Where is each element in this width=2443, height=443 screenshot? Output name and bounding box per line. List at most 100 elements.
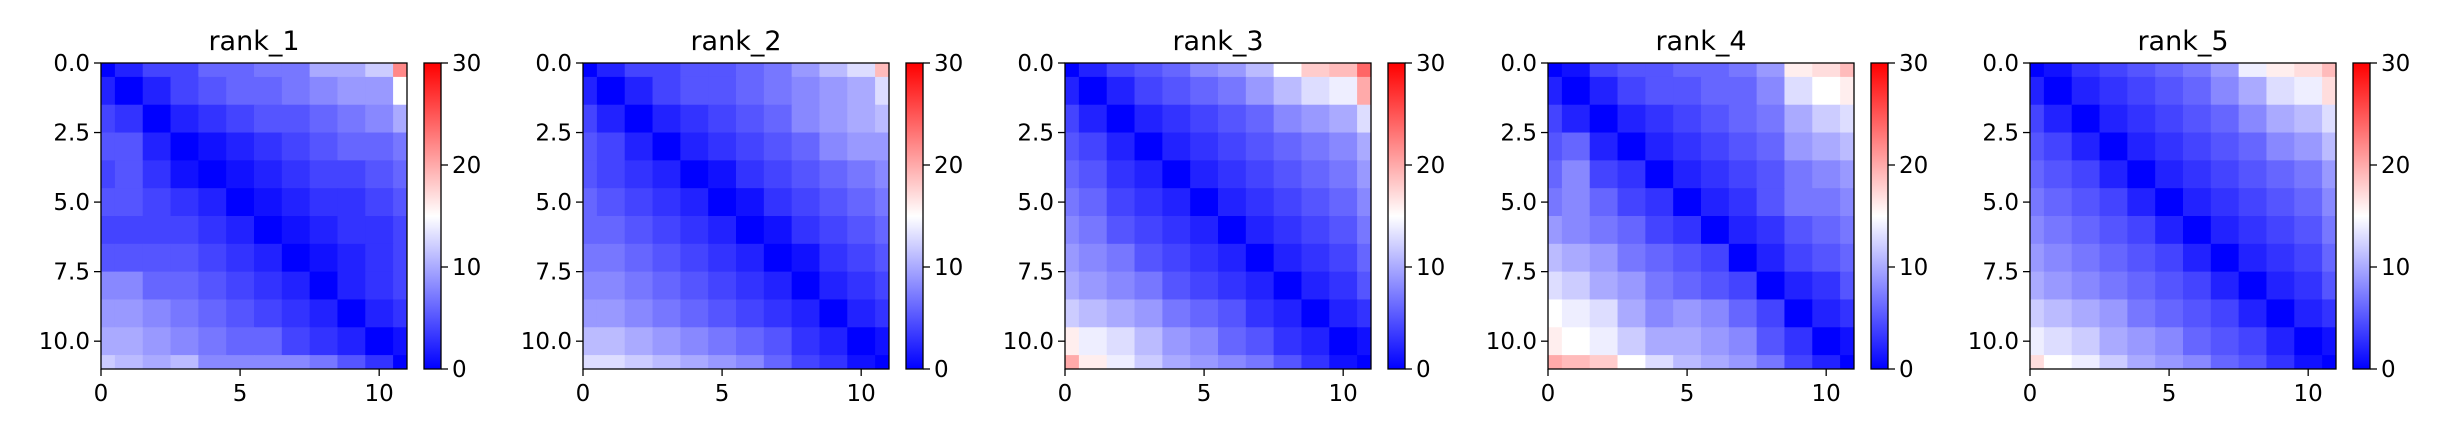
colorbar-gradient <box>1387 62 1406 370</box>
heatmap-cell <box>1245 355 1275 369</box>
heatmap-cell <box>819 104 848 134</box>
heatmap-cell <box>1701 160 1730 189</box>
y-tick-label: 7.5 <box>535 260 572 286</box>
heatmap-cell <box>1701 243 1730 273</box>
heatmap-cell <box>1106 188 1136 217</box>
heatmap-cell <box>875 132 889 161</box>
colorbar: 0 10 20 30 <box>423 51 481 383</box>
heatmap-cell <box>1617 188 1646 217</box>
heatmap-cell <box>1617 271 1646 301</box>
heatmap-cell <box>1357 63 1371 78</box>
heatmap-cell <box>2183 327 2212 356</box>
heatmap-cell <box>1357 104 1371 134</box>
heatmap-cell <box>1840 243 1854 273</box>
heatmap-cell <box>2155 63 2184 78</box>
heatmap-cell <box>281 299 311 328</box>
heatmap-cell <box>1589 299 1619 328</box>
y-tick-label: 0.0 <box>535 51 572 77</box>
heatmap-cell <box>309 243 339 273</box>
heatmap-cell <box>680 271 709 301</box>
heatmap-cell <box>1561 299 1591 328</box>
axes-frame <box>582 62 890 370</box>
heatmap-cell <box>1756 299 1786 328</box>
heatmap-cell <box>101 355 116 369</box>
heatmap-cell <box>1357 216 1371 245</box>
heatmap-cell <box>680 243 709 273</box>
x-tick-label: 10 <box>847 381 876 407</box>
heatmap-cell <box>1190 104 1219 134</box>
heatmap-cell <box>337 76 366 106</box>
colorbar: 0 10 20 30 <box>905 51 963 383</box>
heatmap-cell <box>142 188 172 217</box>
heatmap-cell <box>1812 355 1841 369</box>
heatmap-cell <box>2322 216 2336 245</box>
heatmap-cell <box>1812 327 1841 356</box>
heatmap-cell <box>583 299 598 328</box>
heatmap-cell <box>1106 160 1136 189</box>
heatmap-cell <box>2127 271 2156 301</box>
heatmap-cell <box>736 76 765 106</box>
heatmap-cell <box>1273 76 1303 106</box>
heatmap-cell <box>198 63 227 78</box>
heatmap-cell <box>624 327 654 356</box>
heatmap-cell <box>1617 355 1646 369</box>
heatmap-cell <box>2155 243 2184 273</box>
heatmap-cell <box>226 243 255 273</box>
x-tick-label: 5 <box>233 381 248 407</box>
heatmap-cell <box>1561 76 1591 106</box>
heatmap-cell <box>2183 160 2212 189</box>
heatmap-cell <box>819 271 848 301</box>
heatmap-cell <box>2294 104 2323 134</box>
heatmap-cell <box>1548 355 1563 369</box>
heatmap-cell <box>393 299 407 328</box>
heatmap-cell <box>2238 104 2268 134</box>
heatmap-cell <box>254 76 283 106</box>
heatmap-cell <box>1728 76 1758 106</box>
heatmap-cell <box>596 216 626 245</box>
heatmap-cell <box>1645 63 1674 78</box>
heatmap-cell <box>875 63 889 78</box>
heatmap-cell <box>652 271 681 301</box>
heatmap-cell <box>393 271 407 301</box>
heatmap-cell <box>1701 355 1730 369</box>
heatmap-cell <box>1756 160 1786 189</box>
heatmap-cell <box>624 104 654 134</box>
heatmap-cell <box>1645 104 1674 134</box>
heatmap-cell <box>337 104 366 134</box>
colorbar-tick-label: 30 <box>452 51 481 77</box>
heatmap-cell <box>254 132 283 161</box>
heatmap-cell <box>198 188 227 217</box>
heatmap-cell <box>2266 327 2295 356</box>
heatmap-cell <box>2043 299 2073 328</box>
heatmap-cell <box>736 104 765 134</box>
heatmap-cell <box>2155 271 2184 301</box>
heatmap-cell <box>1589 188 1619 217</box>
heatmap-cell <box>1561 271 1591 301</box>
heatmap-cell <box>2099 63 2128 78</box>
heatmap-cell <box>1218 216 1247 245</box>
heatmap-cell <box>2043 104 2073 134</box>
x-tick-label: 10 <box>365 381 394 407</box>
heatmap-cell <box>2071 63 2101 78</box>
heatmap-cell <box>583 355 598 369</box>
heatmap-cell <box>101 132 116 161</box>
heatmap-cell <box>1589 76 1619 106</box>
heatmap-cell <box>309 76 339 106</box>
axes-frame <box>100 62 408 370</box>
heatmap-cell <box>1065 63 1080 78</box>
x-tick-label: 5 <box>1680 381 1695 407</box>
colorbar-tick-label: 30 <box>1416 51 1445 77</box>
y-tick-label: 5.0 <box>535 190 572 216</box>
heatmap-cell <box>1728 299 1758 328</box>
colorbar-tick-label: 20 <box>934 153 963 179</box>
heatmap-cell <box>142 76 172 106</box>
heatmap-cell <box>1617 76 1646 106</box>
heatmap-cell <box>2294 243 2323 273</box>
heatmap-cell <box>1645 299 1674 328</box>
heatmap-cell <box>170 132 199 161</box>
heatmap-cell <box>1784 188 1813 217</box>
heatmap-cell <box>2238 160 2268 189</box>
heatmap-cell <box>2183 104 2212 134</box>
heatmap-cell <box>1561 132 1591 161</box>
heatmap-cell <box>680 188 709 217</box>
